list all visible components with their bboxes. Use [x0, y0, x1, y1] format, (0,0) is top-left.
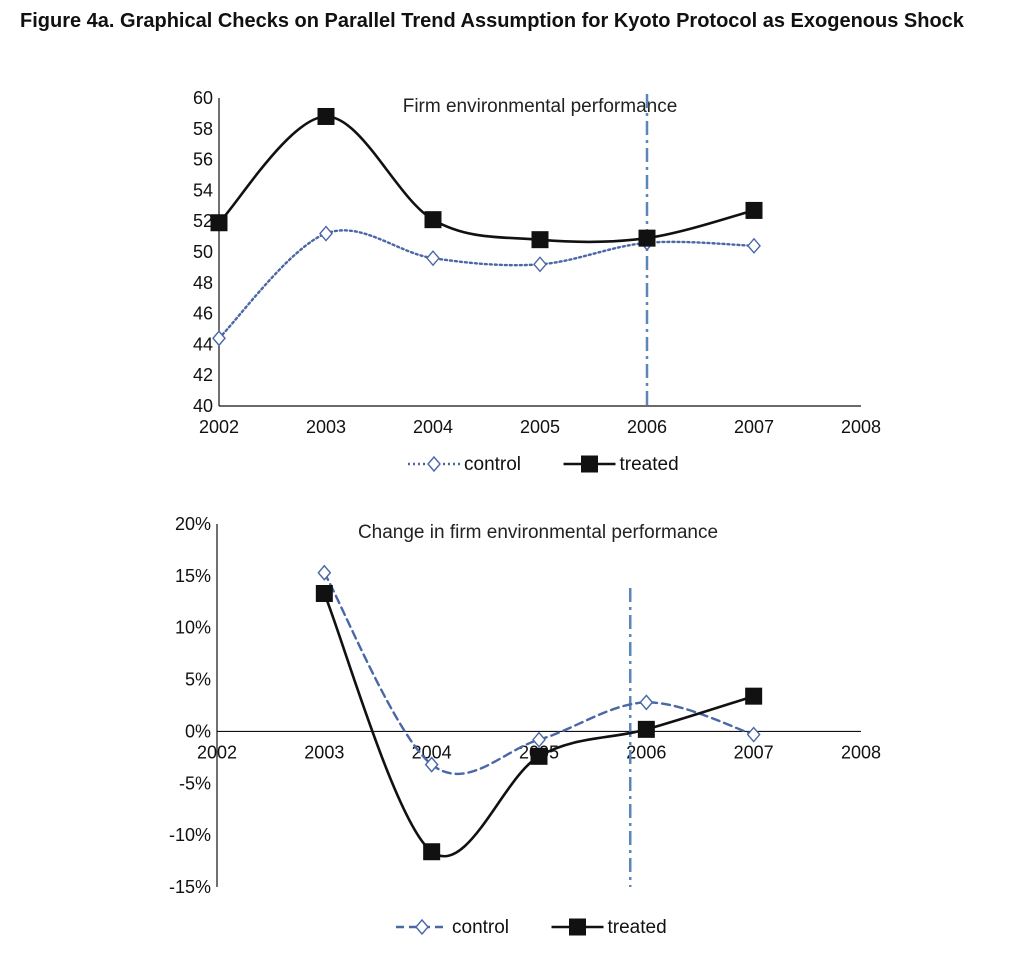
y-tick-label: -5%	[179, 773, 211, 793]
series-line-treated	[217, 115, 756, 244]
y-tick-label: 58	[193, 119, 213, 139]
y-tick-label: 5%	[185, 670, 211, 690]
data-point-treated	[317, 107, 335, 125]
data-point-treated	[423, 843, 441, 861]
data-point-control	[533, 256, 547, 273]
data-point-treated	[745, 201, 763, 219]
legend-marker-control	[415, 918, 429, 936]
y-tick-label: 54	[193, 180, 213, 200]
y-tick-label: -10%	[169, 825, 211, 845]
figure-title: Figure 4a. Graphical Checks on Parallel …	[20, 10, 964, 32]
data-point-control	[426, 250, 440, 267]
data-point-treated	[745, 687, 763, 705]
legend-label-control: control	[464, 454, 521, 475]
x-tick-label: 2006	[627, 417, 667, 437]
chart-title: Firm environmental performance	[403, 96, 678, 117]
y-tick-label: 0%	[185, 721, 211, 741]
y-tick-label: 10%	[175, 618, 211, 638]
data-point-treated	[637, 720, 655, 738]
data-point-treated	[210, 214, 228, 232]
legend-label-treated: treated	[620, 454, 679, 475]
x-tick-label: 2007	[734, 742, 774, 762]
legend-label-treated: treated	[608, 917, 667, 938]
x-tick-label: 2004	[413, 417, 453, 437]
y-tick-label: 50	[193, 242, 213, 262]
y-tick-label: 48	[193, 273, 213, 293]
data-point-control	[319, 225, 333, 242]
legend-marker-control	[427, 455, 441, 473]
x-tick-label: 2005	[520, 417, 560, 437]
y-tick-label: 40	[193, 396, 213, 416]
data-point-control	[747, 237, 761, 254]
data-point-treated	[530, 747, 548, 765]
y-tick-label: -15%	[169, 877, 211, 897]
series-line-control	[217, 229, 756, 340]
x-tick-label: 2003	[304, 742, 344, 762]
data-point-treated	[638, 229, 656, 247]
data-point-control	[424, 756, 439, 773]
y-tick-label: 60	[193, 88, 213, 108]
data-point-treated	[315, 584, 333, 602]
y-tick-label: 52	[193, 211, 213, 231]
y-tick-label: 56	[193, 150, 213, 170]
x-tick-label: 2004	[412, 742, 452, 762]
legend-marker-treated	[569, 918, 586, 936]
x-tick-label: 2006	[626, 742, 666, 762]
data-point-control	[746, 726, 761, 743]
data-point-treated	[531, 231, 549, 249]
series-line-control	[323, 571, 755, 776]
y-tick-label: 44	[193, 334, 213, 354]
x-tick-label: 2002	[199, 417, 239, 437]
y-tick-label: 20%	[175, 514, 211, 534]
x-tick-label: 2007	[734, 417, 774, 437]
data-point-control	[532, 731, 546, 748]
data-point-control	[639, 694, 654, 711]
x-tick-label: 2008	[841, 417, 881, 437]
data-point-control	[212, 330, 226, 347]
x-tick-label: 2002	[197, 742, 237, 762]
chart-change-in-firm-environmental-performance: -15%-10%-5%0%5%10%15%20%2002200320042005…	[169, 514, 881, 938]
y-tick-label: 15%	[175, 566, 211, 586]
y-tick-label: 46	[193, 304, 213, 324]
legend-label-control: control	[452, 917, 509, 938]
y-tick-label: 42	[193, 365, 213, 385]
series-line-treated	[323, 592, 755, 858]
x-tick-label: 2003	[306, 417, 346, 437]
data-point-control	[317, 564, 332, 581]
chart-firm-environmental-performance: 40 42 44 46 48 50 52 54 56 58 60 2002 2003 2004 2005 20…	[193, 88, 881, 475]
legend-marker-treated	[581, 455, 598, 473]
x-tick-label: 2008	[841, 742, 881, 762]
data-point-treated	[424, 211, 442, 229]
chart-title: Change in firm environmental performance	[358, 522, 718, 543]
